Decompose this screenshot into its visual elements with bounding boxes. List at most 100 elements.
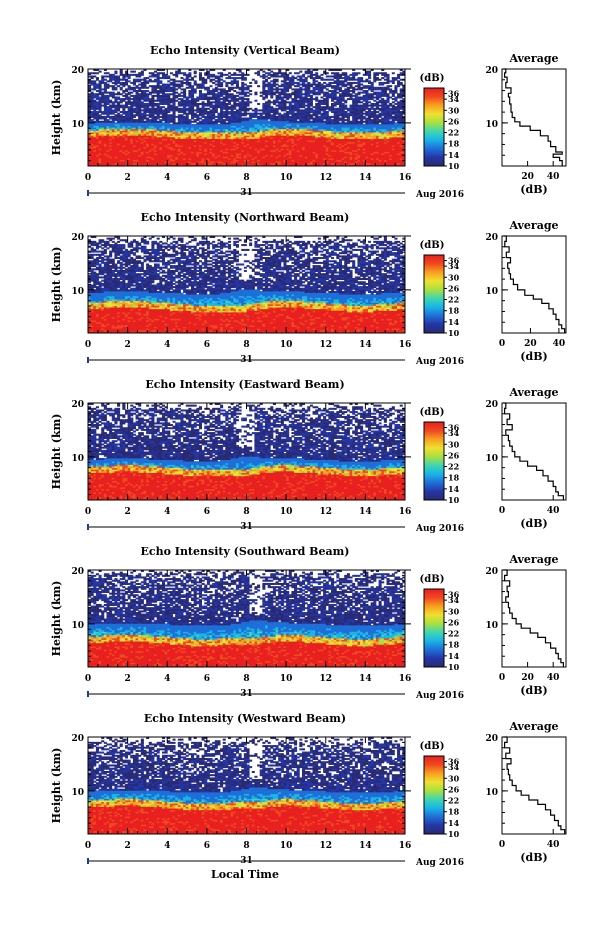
heatmap-cell [278, 112, 282, 115]
heatmap-cell [312, 136, 316, 139]
heatmap-cell [124, 70, 129, 73]
heatmap-cell [135, 114, 139, 117]
heatmap-cell [88, 107, 92, 110]
heatmap-cell [161, 94, 166, 97]
heatmap-cell [267, 91, 271, 94]
heatmap-cell [154, 94, 158, 97]
heatmap-cell [151, 112, 155, 115]
heatmap-cell [267, 120, 271, 123]
heatmap-cell [262, 120, 266, 123]
heatmap-cell [228, 140, 232, 143]
heatmap-cell [312, 106, 316, 109]
heatmap-cell [312, 157, 316, 160]
heatmap-cell [111, 153, 115, 156]
heatmap-cell [254, 111, 258, 114]
heatmap-cell [222, 156, 226, 159]
heatmap-cell [161, 114, 166, 117]
heatmap-cell [143, 106, 147, 109]
heatmap-cell [161, 96, 166, 99]
heatmap-cell [288, 111, 292, 114]
heatmap-cell [167, 140, 171, 143]
heatmap-cell [243, 86, 247, 89]
heatmap-cell [325, 85, 329, 88]
heatmap-cell [95, 146, 99, 149]
heatmap-cell [161, 99, 166, 102]
heatmap-cell [228, 86, 232, 89]
heatmap-cell [214, 107, 218, 110]
heatmap-cell [95, 136, 99, 139]
heatmap-cell [299, 133, 303, 136]
heatmap-cell [127, 101, 131, 104]
heatmap-cell [264, 90, 269, 93]
heatmap-cell [304, 136, 308, 139]
heatmap-cell [217, 114, 221, 117]
heatmap-cell [296, 107, 300, 110]
heatmap-cell [172, 107, 176, 110]
heatmap-cell [278, 133, 282, 136]
heatmap-cell [111, 136, 115, 139]
heatmap-cell [201, 78, 205, 81]
heatmap-cell [122, 115, 126, 118]
heatmap-cell [196, 96, 200, 99]
heatmap-cell [206, 156, 210, 159]
heatmap-cell [299, 111, 303, 114]
heatmap-cell [235, 120, 239, 123]
heatmap-cell [175, 91, 179, 94]
heatmap-cell [206, 154, 210, 157]
heatmap-cell [180, 162, 184, 165]
heatmap-cell [246, 73, 250, 76]
heatmap-cell [119, 88, 123, 91]
heatmap-cell [301, 130, 306, 133]
heatmap-cell [159, 101, 163, 104]
heatmap-cell [159, 133, 163, 136]
heatmap-cell [312, 112, 316, 115]
heatmap-cell [323, 141, 327, 144]
heatmap-cell [151, 104, 155, 107]
heatmap-cell [288, 102, 292, 105]
heatmap-cell [222, 133, 226, 136]
heatmap-cell [183, 90, 187, 93]
heatmap-cell [243, 153, 247, 156]
heatmap-cell [307, 148, 311, 151]
heatmap-cell [151, 96, 155, 99]
heatmap-cell [333, 135, 337, 138]
heatmap-cell [143, 148, 147, 151]
heatmap-cell [283, 161, 287, 164]
heatmap-cell [349, 151, 353, 154]
heatmap-cell [304, 156, 308, 159]
heatmap-cell [238, 133, 242, 136]
heatmap-cell [180, 123, 184, 126]
heatmap-cell [328, 117, 332, 120]
heatmap-cell [138, 141, 142, 144]
heatmap-cell [172, 85, 176, 88]
heatmap-cell [312, 162, 316, 165]
heatmap-cell [338, 157, 342, 160]
heatmap-cell [161, 130, 166, 133]
heatmap-cell [241, 132, 245, 135]
heatmap-cell [127, 80, 131, 83]
heatmap-cell [106, 159, 110, 162]
heatmap-cell [143, 164, 147, 166]
heatmap-cell [196, 136, 200, 139]
heatmap-cell [341, 154, 345, 157]
heatmap-cell [188, 136, 192, 139]
heatmap-cell [312, 86, 316, 89]
heatmap-cell [349, 164, 353, 166]
heatmap-cell [304, 127, 308, 130]
heatmap-cell [249, 114, 253, 117]
heatmap-cell [198, 102, 202, 105]
heatmap-cell [238, 138, 242, 141]
heatmap-cell [159, 109, 163, 112]
heatmap-cell [209, 164, 213, 166]
heatmap-cell [95, 111, 99, 114]
heatmap-cell [312, 117, 316, 120]
heatmap-cell [156, 94, 160, 97]
heatmap-cell [167, 119, 171, 122]
heatmap-cell [212, 106, 216, 109]
heatmap-cell [117, 136, 121, 139]
heatmap-cell [267, 117, 271, 120]
heatmap-cell [109, 101, 113, 104]
heatmap-cell [264, 156, 269, 159]
heatmap-cell [188, 153, 192, 156]
heatmap-cell [167, 96, 171, 99]
